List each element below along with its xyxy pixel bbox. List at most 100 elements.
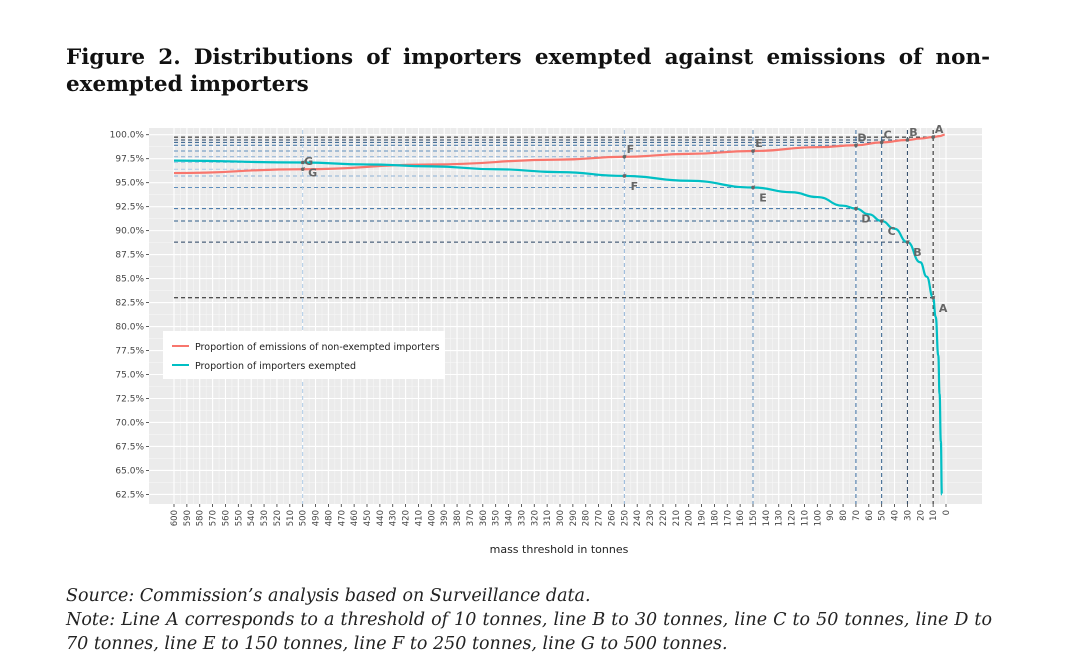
x-tick-label: 120	[788, 510, 798, 526]
chart: A A B B C C D D E E F F GG 62.5% 65.0% 67.5% 70.0% 72.5%…	[110, 123, 982, 556]
y-tick-label: 72.5%	[115, 394, 144, 404]
marker-point-emissions-F	[622, 154, 627, 159]
y-tick-label: 62.5%	[115, 490, 144, 500]
x-tick-label: 410	[414, 510, 424, 526]
x-tick-label: 100	[813, 510, 823, 526]
x-tick-label: 200	[685, 510, 695, 526]
y-tick-label: 97.5%	[115, 155, 144, 165]
x-tick-label: 70	[852, 510, 862, 521]
x-tick-label: 20	[916, 510, 926, 521]
series-lines	[173, 133, 945, 496]
x-tick-label: 390	[440, 510, 450, 526]
marker-label-emissions-G: G	[304, 155, 313, 168]
x-tick-label: 10	[929, 510, 939, 521]
x-tick-label: 490	[312, 510, 322, 526]
x-tick-label: 190	[698, 510, 708, 526]
marker-point-exempted-F	[622, 174, 627, 178]
x-tick-label: 540	[247, 510, 257, 526]
x-tick-label: 580	[196, 510, 206, 526]
x-tick-label: 50	[878, 510, 888, 521]
x-tick-label: 0	[942, 510, 952, 515]
x-tick-label: 270	[595, 510, 605, 526]
series-line-emissions	[173, 133, 945, 175]
x-tick-label: 480	[324, 510, 334, 526]
y-tick-label: 67.5%	[115, 442, 144, 452]
note-text: Note: Line A corresponds to a threshold …	[66, 610, 992, 654]
marker-label-emissions-C: C	[884, 128, 892, 141]
x-tick-label: 420	[402, 510, 412, 526]
marker-label-exempted-D: D	[861, 213, 870, 226]
marker-point-exempted-C	[879, 219, 884, 223]
x-tick-label: 80	[839, 510, 849, 521]
x-tick-label: 30	[903, 510, 913, 521]
marker-point-emissions-D	[854, 143, 858, 148]
marker-label-emissions-D: D	[857, 131, 866, 144]
x-tick-label: 250	[620, 510, 630, 526]
x-axis: 600 590 580 570 560 550 540 530 520 510 500 490 480 4…	[170, 504, 952, 526]
x-tick-label: 380	[453, 510, 463, 526]
legend-label-emissions: Proportion of emissions of non-exempted …	[195, 342, 440, 353]
y-tick-label: 82.5%	[115, 299, 144, 309]
x-tick-label: 170	[723, 510, 733, 526]
marker-label-emissions-F: F	[627, 143, 635, 156]
x-tick-label: 130	[775, 510, 785, 526]
x-tick-label: 590	[183, 510, 193, 526]
y-tick-label: 100.0%	[110, 131, 145, 141]
x-tick-label: 500	[299, 510, 309, 526]
y-tick-label: 70.0%	[115, 418, 144, 428]
marker-label-emissions-B: B	[909, 126, 917, 139]
x-axis-title: mass threshold in tonnes	[490, 543, 629, 556]
y-tick-label: 75.0%	[115, 371, 144, 381]
marker-point-exempted-E	[751, 185, 755, 190]
legend-box	[163, 331, 445, 379]
x-tick-label: 290	[569, 510, 579, 526]
x-tick-label: 470	[337, 510, 347, 526]
x-tick-label: 110	[800, 510, 810, 526]
marker-label-exempted-G: G	[308, 167, 317, 180]
marker-point-exempted-B	[905, 240, 910, 244]
legend: Proportion of emissions of non-exempted …	[163, 331, 445, 379]
x-tick-label: 430	[389, 510, 399, 526]
y-axis: 62.5% 65.0% 67.5% 70.0% 72.5% 75.0% 77.5% 80.0%…	[110, 131, 149, 500]
x-tick-label: 600	[170, 510, 180, 526]
marker-point-exempted-A	[931, 295, 935, 300]
marker-point-exempted-G	[300, 160, 305, 165]
x-tick-label: 140	[762, 510, 772, 526]
x-tick-label: 570	[209, 510, 219, 526]
x-tick-label: 460	[350, 510, 360, 526]
x-tick-label: 530	[260, 510, 270, 526]
marker-point-emissions-E	[751, 149, 755, 153]
x-tick-label: 160	[736, 510, 746, 526]
x-tick-label: 210	[672, 510, 682, 526]
x-tick-label: 550	[234, 510, 244, 526]
y-tick-label: 87.5%	[115, 251, 144, 261]
marker-label-exempted-F: F	[631, 180, 639, 193]
x-tick-label: 220	[659, 510, 669, 526]
x-tick-label: 400	[427, 510, 437, 526]
marker-label-exempted-B: B	[913, 246, 921, 259]
marker-label-exempted-C: C	[888, 225, 896, 238]
y-tick-label: 77.5%	[115, 347, 144, 357]
reference-lines	[174, 130, 934, 504]
y-tick-label: 95.0%	[115, 179, 144, 189]
x-tick-label: 520	[273, 510, 283, 526]
plot-panel	[149, 128, 982, 504]
x-tick-label: 230	[646, 510, 656, 526]
x-tick-label: 320	[530, 510, 540, 526]
x-tick-label: 560	[221, 510, 231, 526]
marker-label-emissions-A: A	[935, 123, 944, 136]
x-tick-label: 510	[286, 510, 296, 526]
figure-title: Figure 2. Distributions of importers exe…	[66, 45, 990, 97]
y-tick-label: 80.0%	[115, 323, 144, 333]
series-line-exempted	[173, 159, 943, 496]
y-tick-label: 65.0%	[115, 466, 144, 476]
marker-point-emissions-B	[905, 138, 910, 142]
marker-point-emissions-C	[879, 140, 884, 145]
marker-label-emissions-E: E	[755, 137, 763, 150]
x-tick-label: 360	[479, 510, 489, 526]
figure-caption: Source: Commission’s analysis based on S…	[66, 584, 992, 656]
x-tick-label: 260	[607, 510, 617, 526]
x-tick-label: 150	[749, 510, 759, 526]
x-tick-label: 40	[891, 510, 901, 521]
x-tick-label: 450	[363, 510, 373, 526]
